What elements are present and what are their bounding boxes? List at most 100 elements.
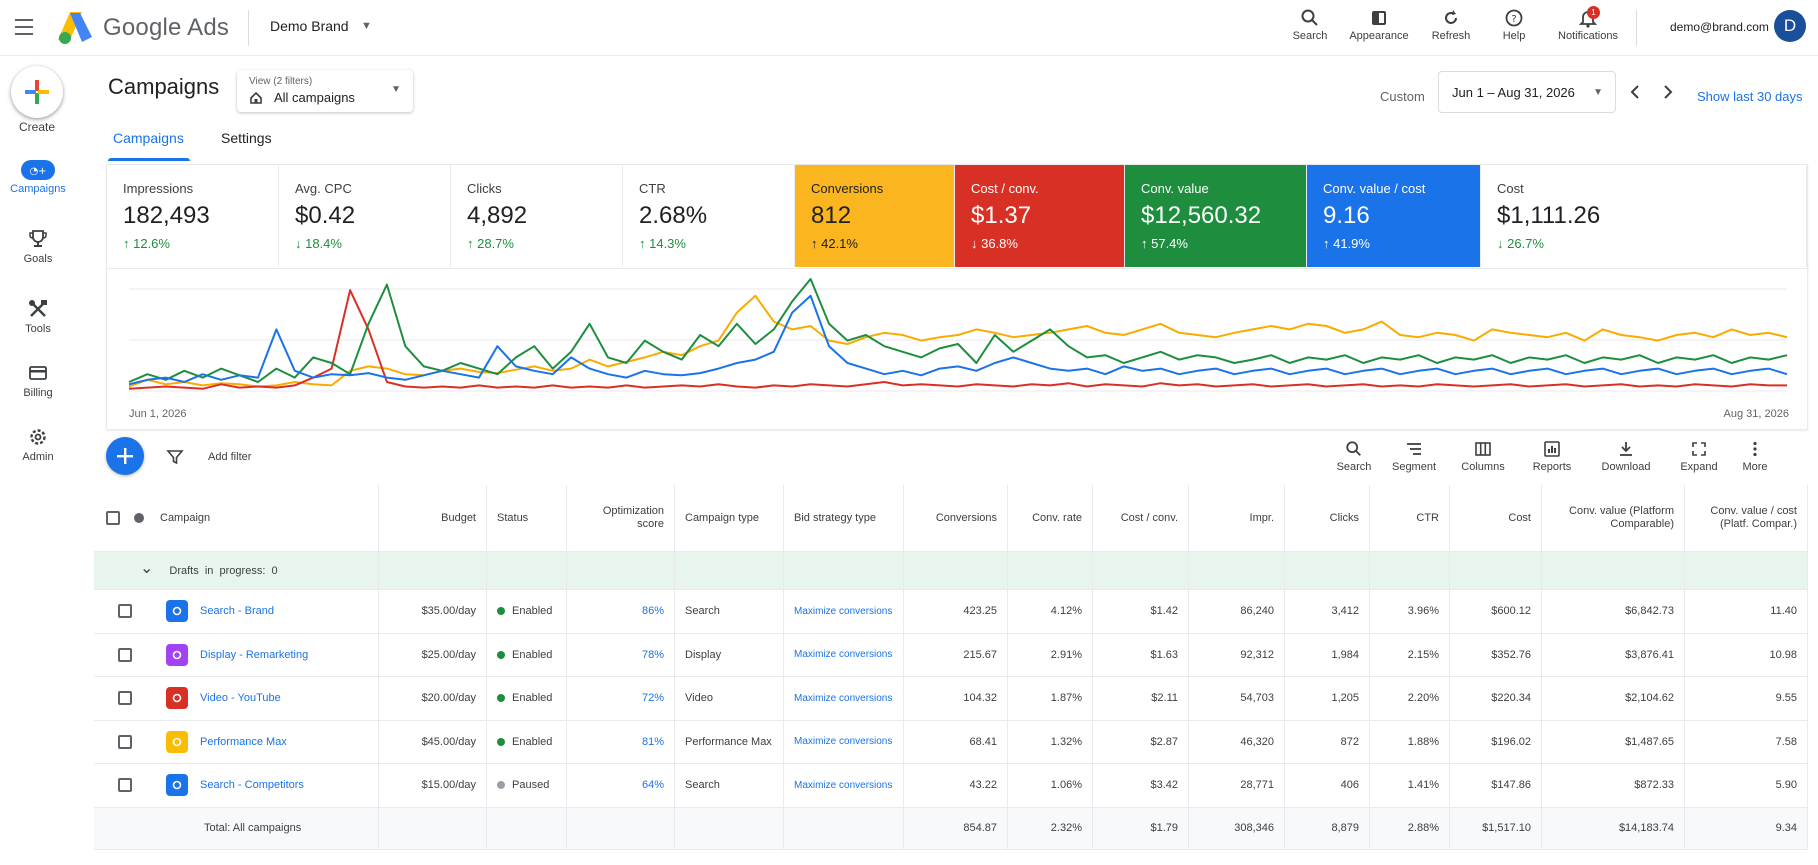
search-icon (1301, 9, 1318, 26)
row-checkbox[interactable] (118, 734, 132, 749)
column-header[interactable]: Optimization score (567, 485, 675, 551)
campaign-name-link[interactable]: Search - Competitors (200, 779, 304, 792)
column-header[interactable]: Cost (1450, 485, 1542, 551)
cell-ctr: 1.41% (1370, 764, 1450, 807)
status-filter-icon[interactable] (134, 513, 144, 523)
column-header[interactable]: Budget (379, 485, 487, 551)
top-refresh-button[interactable]: Refresh (1426, 8, 1476, 42)
date-range-picker[interactable]: Jun 1 – Aug 31, 2026 ▼ (1438, 71, 1616, 113)
drafts-row[interactable]: ⌄ Drafts in progress: 0 (94, 552, 1808, 590)
status-label[interactable]: Paused (512, 779, 550, 792)
campaign-name-link[interactable]: Search - Brand (200, 605, 274, 618)
column-header[interactable]: Conv. value (Platform Comparable) (1542, 485, 1685, 551)
create-button[interactable] (11, 66, 63, 118)
date-custom-label: Custom (1380, 89, 1425, 104)
status-label[interactable]: Enabled (512, 692, 553, 705)
campaign-name-link[interactable]: Video - YouTube (200, 692, 281, 705)
rail-item-billing[interactable]: Billing (0, 362, 76, 399)
metric-card[interactable]: CTR 2.68% ↑ 14.3% (623, 165, 795, 267)
column-header[interactable]: Status (487, 485, 567, 551)
select-all-checkbox[interactable] (106, 511, 120, 525)
add-filter-link[interactable]: Add filter (208, 451, 252, 463)
google-ads-logo[interactable] (56, 10, 96, 46)
optimization-score-link[interactable]: 72% (641, 692, 664, 705)
top-notifications-button[interactable]: 1 Notifications (1556, 6, 1620, 42)
chevron-down-icon[interactable]: ⌄ (140, 559, 154, 577)
view-selector[interactable]: View (2 filters) All campaigns ▼ (237, 70, 413, 112)
row-checkbox[interactable] (118, 647, 132, 662)
column-header[interactable]: Campaign type (675, 485, 784, 551)
row-checkbox[interactable] (118, 691, 132, 706)
columns-button[interactable]: Columns (1459, 440, 1507, 473)
bid-strategy-link[interactable]: Maximize conversions (794, 779, 893, 791)
more-button[interactable]: More (1740, 440, 1770, 473)
tab-campaigns[interactable]: Campaigns (113, 130, 184, 146)
expand-button[interactable]: Expand (1678, 440, 1720, 473)
row-checkbox[interactable] (118, 778, 132, 793)
table-search-button[interactable]: Search (1334, 440, 1374, 473)
metric-value: 4,892 (467, 202, 528, 229)
metric-card[interactable]: Conversions 812 ↑ 42.1% (795, 165, 955, 267)
campaign-name-link[interactable]: Display - Remarketing (200, 648, 309, 661)
bid-strategy-link[interactable]: Maximize conversions (794, 692, 893, 704)
column-header[interactable]: CTR (1370, 485, 1450, 551)
menu-icon[interactable] (12, 14, 36, 42)
caret-down-icon[interactable]: ▼ (361, 20, 372, 32)
status-label[interactable]: Enabled (512, 605, 553, 618)
table-row[interactable]: Search - Brand $35.00/day Enabled 86% Search… (94, 590, 1808, 634)
bid-strategy-link[interactable]: Maximize conversions (794, 736, 893, 748)
avatar[interactable]: D (1774, 10, 1806, 42)
campaign-name-link[interactable]: Performance Max (200, 735, 287, 748)
metric-card[interactable]: Conv. value / cost 9.16 ↑ 41.9% (1307, 165, 1481, 267)
top-search-button[interactable]: Search (1290, 8, 1330, 42)
column-header[interactable]: Clicks (1285, 485, 1370, 551)
cell-value: $872.33 (1634, 779, 1674, 792)
bid-strategy-link[interactable]: Maximize conversions (794, 605, 893, 617)
add-campaign-button[interactable] (106, 437, 144, 475)
rail-item-goals[interactable]: Goals (0, 228, 76, 265)
reports-button[interactable]: Reports (1530, 440, 1574, 473)
rail-item-admin[interactable]: Admin (0, 426, 76, 463)
column-header[interactable]: Impr. (1189, 485, 1285, 551)
filter-icon[interactable] (166, 448, 184, 466)
rail-item-campaigns[interactable]: ◔+ Campaigns (0, 160, 76, 195)
column-header[interactable]: Conv. rate (1008, 485, 1093, 551)
segment-button[interactable]: Segment (1389, 440, 1439, 473)
optimization-score-link[interactable]: 78% (641, 648, 664, 661)
top-help-button[interactable]: ? Help (1492, 8, 1536, 42)
column-header[interactable]: Campaign (94, 485, 379, 551)
table-row[interactable]: Display - Remarketing $25.00/day Enabled 78… (94, 633, 1808, 677)
account-selector[interactable]: Demo Brand (270, 18, 349, 34)
cell-value: 54,703 (1240, 692, 1274, 705)
metric-card[interactable]: Cost / conv. $1.37 ↓ 36.8% (955, 165, 1125, 267)
status-label[interactable]: Enabled (512, 735, 553, 748)
row-checkbox[interactable] (118, 604, 132, 619)
column-header[interactable]: Cost / conv. (1093, 485, 1189, 551)
column-header[interactable]: Conv. value / cost (Platf. Compar.) (1685, 485, 1808, 551)
chevron-left-icon[interactable] (1628, 84, 1642, 100)
metric-card[interactable]: Avg. CPC $0.42 ↓ 18.4% (279, 165, 451, 267)
tab-settings[interactable]: Settings (221, 130, 272, 146)
status-label[interactable]: Enabled (512, 648, 553, 661)
table-row[interactable]: Video - YouTube $20.00/day Enabled 72% Video… (94, 677, 1808, 721)
cell-conv-rate: 1.87% (1008, 677, 1093, 720)
optimization-score-link[interactable]: 64% (641, 779, 664, 792)
optimization-score-link[interactable]: 86% (641, 605, 664, 618)
table-row[interactable]: Search - Competitors $15.00/day Paused 64% S… (94, 764, 1808, 808)
metric-change: ↑ 12.6% (123, 236, 170, 251)
column-header[interactable]: Conversions (904, 485, 1008, 551)
optimization-score-link[interactable]: 81% (641, 735, 664, 748)
download-button[interactable]: Download (1600, 440, 1652, 473)
chevron-right-icon[interactable] (1661, 84, 1675, 100)
rail-item-tools[interactable]: Tools (0, 298, 76, 335)
metric-card[interactable]: Clicks 4,892 ↑ 28.7% (451, 165, 623, 267)
table-row[interactable]: Performance Max $45.00/day Enabled 81% Perfo… (94, 720, 1808, 764)
top-appearance-button[interactable]: Appearance (1346, 8, 1412, 42)
bid-strategy-link[interactable]: Maximize conversions (794, 649, 893, 661)
metric-card[interactable]: Conv. value $12,560.32 ↑ 57.4% (1125, 165, 1307, 267)
metric-card[interactable]: Cost $1,111.26 ↓ 26.7% (1481, 165, 1807, 267)
show-last-30-days-link[interactable]: Show last 30 days (1697, 89, 1803, 104)
cell-value: 28,771 (1240, 779, 1274, 792)
column-header[interactable]: Bid strategy type (784, 485, 904, 551)
metric-card[interactable]: Impressions 182,493 ↑ 12.6% (107, 165, 279, 267)
